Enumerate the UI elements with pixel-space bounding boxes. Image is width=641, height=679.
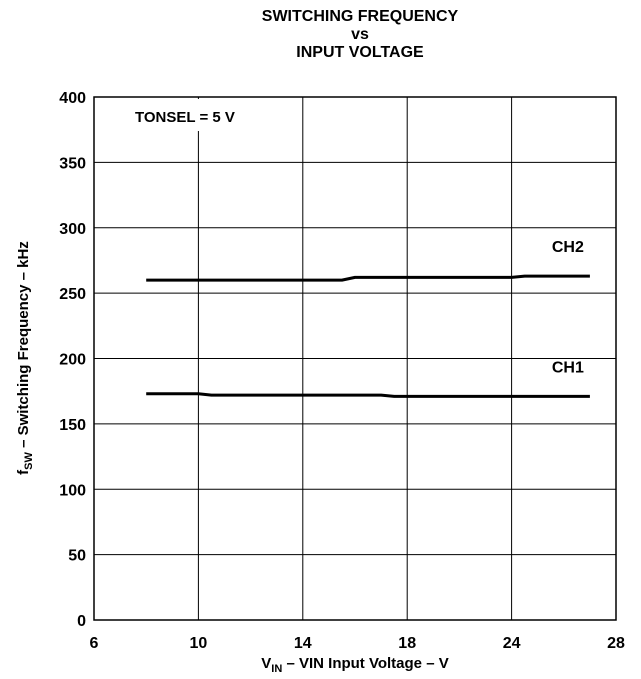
chart-title-line-2: vs — [351, 26, 369, 43]
y-tick-label: 50 — [68, 548, 86, 565]
y-tick-label: 150 — [59, 417, 86, 434]
x-tick-label: 6 — [90, 635, 99, 652]
y-tick-label: 300 — [59, 221, 86, 238]
x-axis-label-sub: IN — [271, 663, 282, 675]
y-axis-label-rest: – Switching Frequency – kHz — [15, 241, 32, 452]
x-axis-label-main: V — [261, 655, 271, 672]
y-tick-label: 400 — [59, 90, 86, 107]
x-axis-label: VIN – VIN Input Voltage – V — [261, 655, 448, 675]
y-tick-label: 0 — [77, 613, 86, 630]
y-tick-label: 350 — [59, 155, 86, 172]
y-tick-labels: 0 50 100 150 200 250 300 350 400 — [59, 90, 86, 630]
series-label-ch2: CH2 — [552, 239, 584, 256]
series-lines — [146, 274, 590, 398]
y-axis-label-main: f — [15, 469, 32, 475]
annotation-label: TONSEL = 5 V — [135, 109, 235, 126]
y-tick-label: 250 — [59, 286, 86, 303]
y-axis-label: fSW – Switching Frequency – kHz — [15, 241, 35, 475]
grid — [94, 97, 616, 620]
x-axis-label-rest: – VIN Input Voltage – V — [282, 655, 448, 672]
x-tick-label: 24 — [503, 635, 521, 652]
y-tick-label: 100 — [59, 482, 86, 499]
chart-title-line-3: INPUT VOLTAGE — [296, 44, 424, 61]
x-tick-labels: 6 10 14 18 24 28 — [90, 635, 625, 652]
x-tick-label: 18 — [398, 635, 416, 652]
x-tick-label: 28 — [607, 635, 625, 652]
chart-title-line-1: SWITCHING FREQUENCY — [261, 8, 459, 25]
annotation-box — [96, 99, 301, 131]
series-labels: CH2 CH1 — [552, 239, 584, 376]
x-tick-label: 10 — [190, 635, 208, 652]
y-tick-label: 200 — [59, 352, 86, 369]
y-axis-label-sub: SW — [23, 451, 35, 469]
series-line-ch2 — [146, 274, 590, 282]
x-tick-label: 14 — [294, 635, 312, 652]
series-label-ch1: CH1 — [552, 359, 584, 376]
plot-frame — [93, 96, 617, 621]
series-line-ch1 — [146, 392, 590, 398]
